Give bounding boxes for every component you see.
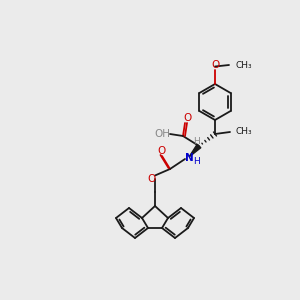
Text: O: O [183,113,191,123]
Text: O: O [157,146,165,156]
Text: O: O [147,174,155,184]
Text: CH₃: CH₃ [236,128,253,136]
Polygon shape [189,144,201,157]
Text: CH₃: CH₃ [235,61,252,70]
Text: O: O [211,60,219,70]
Text: H: H [194,157,200,166]
Text: N: N [184,153,194,163]
Text: OH: OH [154,129,170,139]
Text: H: H [193,136,200,146]
